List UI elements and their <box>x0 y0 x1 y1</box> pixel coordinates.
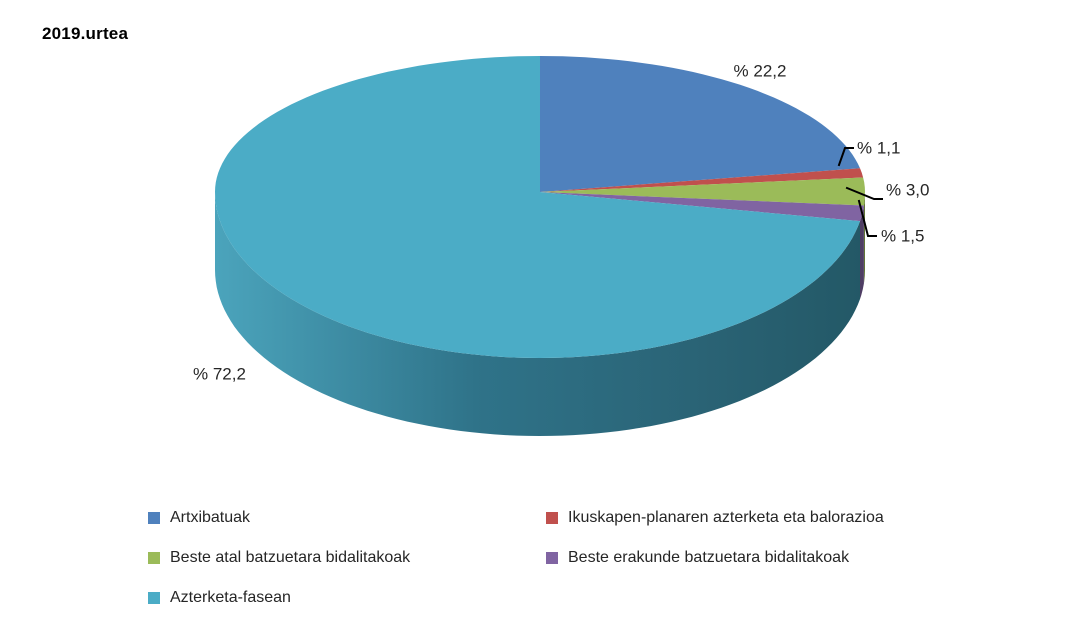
data-label: % 72,2 <box>193 365 246 384</box>
pie-chart: % 22,2 % 1,1 % 3,0 % 1,5 % 72,2 <box>193 56 929 436</box>
legend-label: Artxibatuak <box>170 509 251 526</box>
chart-legend: Artxibatuak Ikuskapen-planaren azterketa … <box>148 506 884 610</box>
legend-label: Beste erakunde batzuetara bidalitakoak <box>568 549 850 566</box>
pie-slice <box>540 168 864 192</box>
legend-item: Beste erakunde batzuetara bidalitakoak <box>546 546 884 570</box>
pie-slice <box>540 192 864 222</box>
legend-item: Azterketa-fasean <box>148 586 546 610</box>
legend-swatch <box>148 512 160 524</box>
legend-swatch <box>546 552 558 564</box>
data-label: % 1,5 <box>881 227 924 246</box>
legend-swatch <box>546 512 558 524</box>
legend-label: Ikuskapen-planaren azterketa eta baloraz… <box>568 509 884 526</box>
leader-line <box>845 186 883 200</box>
legend-swatch <box>148 592 160 604</box>
chart-title: 2019.urtea <box>42 24 129 43</box>
pie-slice-side <box>863 192 865 284</box>
leader-line <box>837 147 854 167</box>
legend-label: Beste atal batzuetara bidalitakoak <box>170 549 411 566</box>
pie-slice-side <box>215 192 860 436</box>
pie-slice <box>540 177 865 206</box>
legend-item: Beste atal batzuetara bidalitakoak <box>148 546 546 570</box>
data-label: % 1,1 <box>857 139 900 158</box>
leader-line <box>857 199 877 237</box>
pie-slice-side <box>860 205 864 300</box>
legend-swatch <box>148 552 160 564</box>
data-label: % 3,0 <box>886 181 929 200</box>
pie-slice <box>540 56 860 192</box>
legend-item: Ikuskapen-planaren azterketa eta baloraz… <box>546 506 884 530</box>
legend-label: Azterketa-fasean <box>170 589 291 606</box>
data-label: % 22,2 <box>734 62 787 81</box>
legend-item: Artxibatuak <box>148 506 546 530</box>
pie-slice <box>215 56 860 358</box>
